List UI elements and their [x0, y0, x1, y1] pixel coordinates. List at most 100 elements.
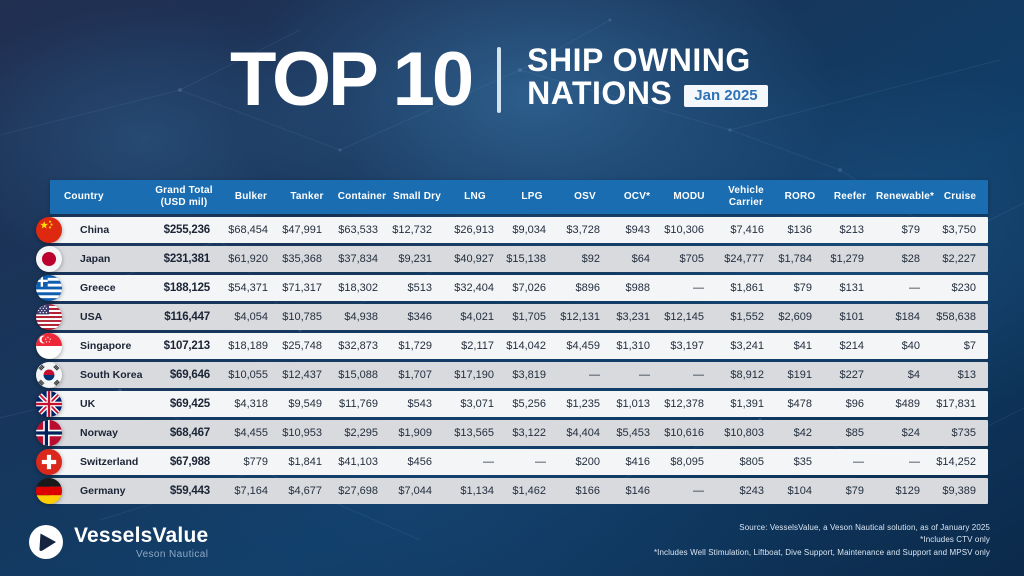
logo-text-block: VesselsValue Veson Nautical: [74, 525, 208, 560]
logo-wordmark: VesselsValue: [74, 523, 209, 547]
flag-south-korea-icon: [36, 362, 62, 388]
table-row-switzerland: Switzerland $67,988 $779 $1,841 $41,103 $456 —…: [36, 449, 988, 475]
cell-uk-lpg: $5,256: [512, 398, 546, 410]
cell-norway-tanker: $10,953: [282, 427, 322, 439]
cell-china-osv: $3,728: [566, 224, 600, 236]
cell-greece-bulker: $54,371: [228, 282, 268, 294]
cell-germany-roro: $104: [787, 485, 812, 497]
cell-germany-cruise: $9,389: [942, 485, 976, 497]
source-note: Source: VesselsValue, a Veson Nautical s…: [654, 522, 990, 560]
cell-south-korea-modu: —: [693, 369, 704, 381]
flag-singapore-icon: [36, 333, 62, 359]
cell-norway-grand-total: $68,467: [169, 427, 210, 439]
cell-japan-container: $37,834: [338, 253, 378, 265]
cell-switzerland-small-dry: $456: [407, 456, 432, 468]
column-header-modu: MODU: [673, 191, 705, 202]
cell-uk-container: $11,769: [339, 398, 378, 410]
table-row-south-korea: South Korea $69,646 $10,055 $12,437 $15,088 $…: [36, 362, 988, 388]
cell-switzerland-lpg: —: [535, 456, 546, 468]
country-cell-switzerland: Switzerland: [36, 449, 146, 475]
cell-south-korea-lng: $17,190: [454, 369, 494, 381]
cell-uk-small-dry: $543: [407, 398, 432, 410]
cell-uk-lng: $3,071: [460, 398, 494, 410]
source-line-3: *Includes Well Stimulation, Liftboat, Di…: [653, 548, 990, 558]
country-label-japan: Japan: [80, 253, 111, 265]
country-cell-singapore: Singapore: [36, 333, 146, 359]
table-row-usa: USA $116,447 $4,054 $10,785 $4,938 $346 $4,021…: [36, 304, 988, 330]
subtitle-line2: NATIONS: [527, 75, 673, 112]
cell-south-korea-lpg: $3,819: [512, 369, 546, 381]
cell-greece-ocv: $988: [625, 282, 650, 294]
column-header-lpg: LPG: [521, 191, 543, 202]
country-label-norway: Norway: [80, 427, 118, 439]
cell-singapore-vehicle-carrier: $3,241: [730, 340, 764, 352]
cell-japan-lpg: $15,138: [506, 253, 546, 265]
cell-germany-ocv: $146: [625, 485, 650, 497]
title-top10: TOP 10: [230, 37, 474, 122]
cell-japan-grand-total: $231,381: [163, 253, 211, 265]
cell-singapore-reefer: $214: [839, 340, 864, 352]
column-header-tanker: Tanker: [290, 191, 324, 202]
cell-usa-container: $4,938: [344, 311, 378, 323]
cell-china-vehicle-carrier: $7,416: [730, 224, 764, 236]
source-line-2: *Includes CTV only: [920, 535, 990, 545]
cell-south-korea-osv: —: [589, 369, 600, 381]
cell-china-tanker: $47,991: [282, 224, 322, 236]
cell-switzerland-modu: $8,095: [670, 456, 704, 468]
cell-switzerland-grand-total: $67,988: [169, 456, 210, 468]
cell-uk-roro: $478: [787, 398, 812, 410]
cell-germany-lpg: $1,462: [512, 485, 546, 497]
cell-japan-ocv: $64: [631, 253, 650, 265]
cell-china-ocv: $943: [625, 224, 650, 236]
cell-norway-lpg: $3,122: [512, 427, 546, 439]
cell-uk-grand-total: $69,425: [169, 398, 210, 410]
cell-switzerland-container: $41,103: [338, 456, 378, 468]
flag-usa-icon: [36, 304, 62, 330]
cell-singapore-modu: $3,197: [670, 340, 704, 352]
country-label-switzerland: Switzerland: [80, 456, 139, 468]
country-cell-usa: USA: [36, 304, 146, 330]
cell-usa-reefer: $101: [839, 311, 864, 323]
cell-usa-small-dry: $346: [407, 311, 432, 323]
cell-south-korea-grand-total: $69,646: [169, 369, 210, 381]
cell-south-korea-reefer: $227: [839, 369, 864, 381]
cell-singapore-renewable: $40: [901, 340, 920, 352]
cell-switzerland-bulker: $779: [243, 456, 268, 468]
column-header-reefer: Reefer: [833, 191, 867, 202]
country-cell-japan: Japan: [36, 246, 146, 272]
cell-china-lpg: $9,034: [512, 224, 546, 236]
cell-usa-renewable: $184: [895, 311, 920, 323]
cell-china-reefer: $213: [839, 224, 864, 236]
cell-usa-bulker: $4,054: [234, 311, 268, 323]
cell-japan-small-dry: $9,231: [398, 253, 432, 265]
cell-uk-ocv: $1,013: [616, 398, 650, 410]
cell-greece-reefer: $131: [839, 282, 864, 294]
cell-china-lng: $26,913: [454, 224, 494, 236]
cell-usa-vehicle-carrier: $1,552: [730, 311, 764, 323]
cell-south-korea-small-dry: $1,707: [398, 369, 432, 381]
column-header-osv: OSV: [574, 191, 596, 202]
cell-norway-vehicle-carrier: $10,803: [724, 427, 764, 439]
flag-china-icon: [36, 217, 62, 243]
country-cell-norway: Norway: [36, 420, 146, 446]
cell-germany-vehicle-carrier: $243: [739, 485, 764, 497]
cell-japan-lng: $40,927: [454, 253, 494, 265]
country-cell-china: China: [36, 217, 146, 243]
cell-germany-tanker: $4,677: [288, 485, 322, 497]
cell-switzerland-roro: $35: [793, 456, 812, 468]
cell-china-cruise: $3,750: [942, 224, 976, 236]
cell-germany-grand-total: $59,443: [169, 485, 210, 497]
country-label-uk: UK: [80, 398, 96, 410]
cell-usa-cruise: $58,638: [936, 311, 976, 323]
cell-norway-container: $2,295: [344, 427, 378, 439]
country-cell-germany: Germany: [36, 478, 146, 504]
cell-singapore-ocv: $1,310: [616, 340, 650, 352]
table-row-greece: Greece $188,125 $54,371 $71,317 $18,302 $513 $…: [36, 275, 988, 301]
date-badge: Jan 2025: [684, 85, 768, 107]
cell-singapore-tanker: $25,748: [282, 340, 322, 352]
cell-china-grand-total: $255,236: [163, 224, 211, 236]
flag-uk-icon: [36, 391, 62, 417]
flag-norway-icon: [36, 420, 62, 446]
cell-singapore-lng: $2,117: [461, 340, 494, 352]
